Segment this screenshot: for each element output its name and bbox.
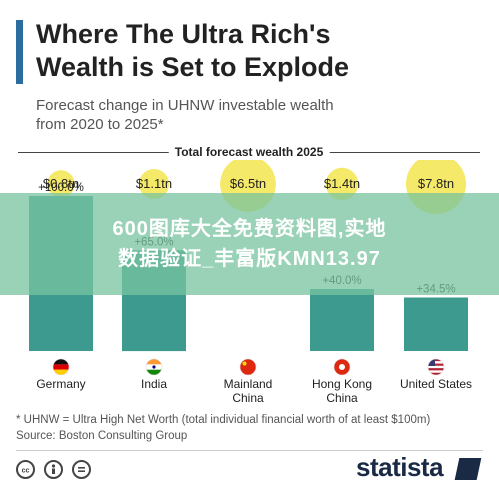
footnote: * UHNW = Ultra High Net Worth (total ind… bbox=[16, 414, 431, 442]
category-label: China bbox=[232, 391, 264, 405]
category-label: Mainland bbox=[224, 377, 273, 391]
growth-bar bbox=[404, 297, 468, 351]
svg-text:cc: cc bbox=[22, 468, 30, 475]
cc-icon: cc bbox=[16, 460, 35, 479]
wealth-bubble bbox=[139, 169, 169, 199]
category-label: Germany bbox=[36, 377, 85, 391]
chart-subtitle: Forecast change in UHNW investable wealt… bbox=[36, 97, 334, 133]
wealth-bubble bbox=[325, 167, 359, 201]
legend: Total forecast wealth 2025 bbox=[18, 145, 480, 159]
germany-flag-icon bbox=[52, 358, 70, 376]
statista-logo: statista bbox=[356, 452, 444, 482]
wealth-bubble bbox=[47, 170, 75, 198]
category-label: Hong Kong bbox=[312, 377, 372, 391]
footer-divider bbox=[16, 450, 483, 451]
growth-bar bbox=[310, 289, 374, 351]
category-label: China bbox=[326, 391, 358, 405]
chart-title: Where The Ultra Rich's Wealth is Set to … bbox=[36, 19, 350, 82]
wealth-label: $7.8tn bbox=[418, 176, 454, 191]
wealth-label: $0.8tn bbox=[43, 176, 79, 191]
watermark-banner bbox=[0, 193, 499, 295]
category-label: United States bbox=[400, 377, 472, 391]
by-icon bbox=[44, 460, 63, 479]
united-states-flag-icon bbox=[427, 358, 445, 376]
wealth-label: $1.1tn bbox=[136, 176, 172, 191]
category-label: India bbox=[141, 377, 167, 391]
statista-logo-mark-icon bbox=[454, 458, 482, 480]
india-flag-icon bbox=[145, 358, 163, 376]
wealth-label: $6.5tn bbox=[230, 176, 266, 191]
title-accent-bar bbox=[16, 20, 23, 84]
hong-kong-flag-icon bbox=[333, 358, 351, 376]
watermark-text: 600图库大全免费资料图,实地 数据验证_丰富版KMN13.97 bbox=[112, 218, 387, 270]
china-flag-icon bbox=[239, 358, 257, 376]
equals-icon bbox=[72, 460, 91, 479]
growth-label: +100.0% bbox=[38, 182, 84, 194]
legend-label: Total forecast wealth 2025 bbox=[168, 145, 330, 159]
wealth-label: $1.4tn bbox=[324, 176, 360, 191]
